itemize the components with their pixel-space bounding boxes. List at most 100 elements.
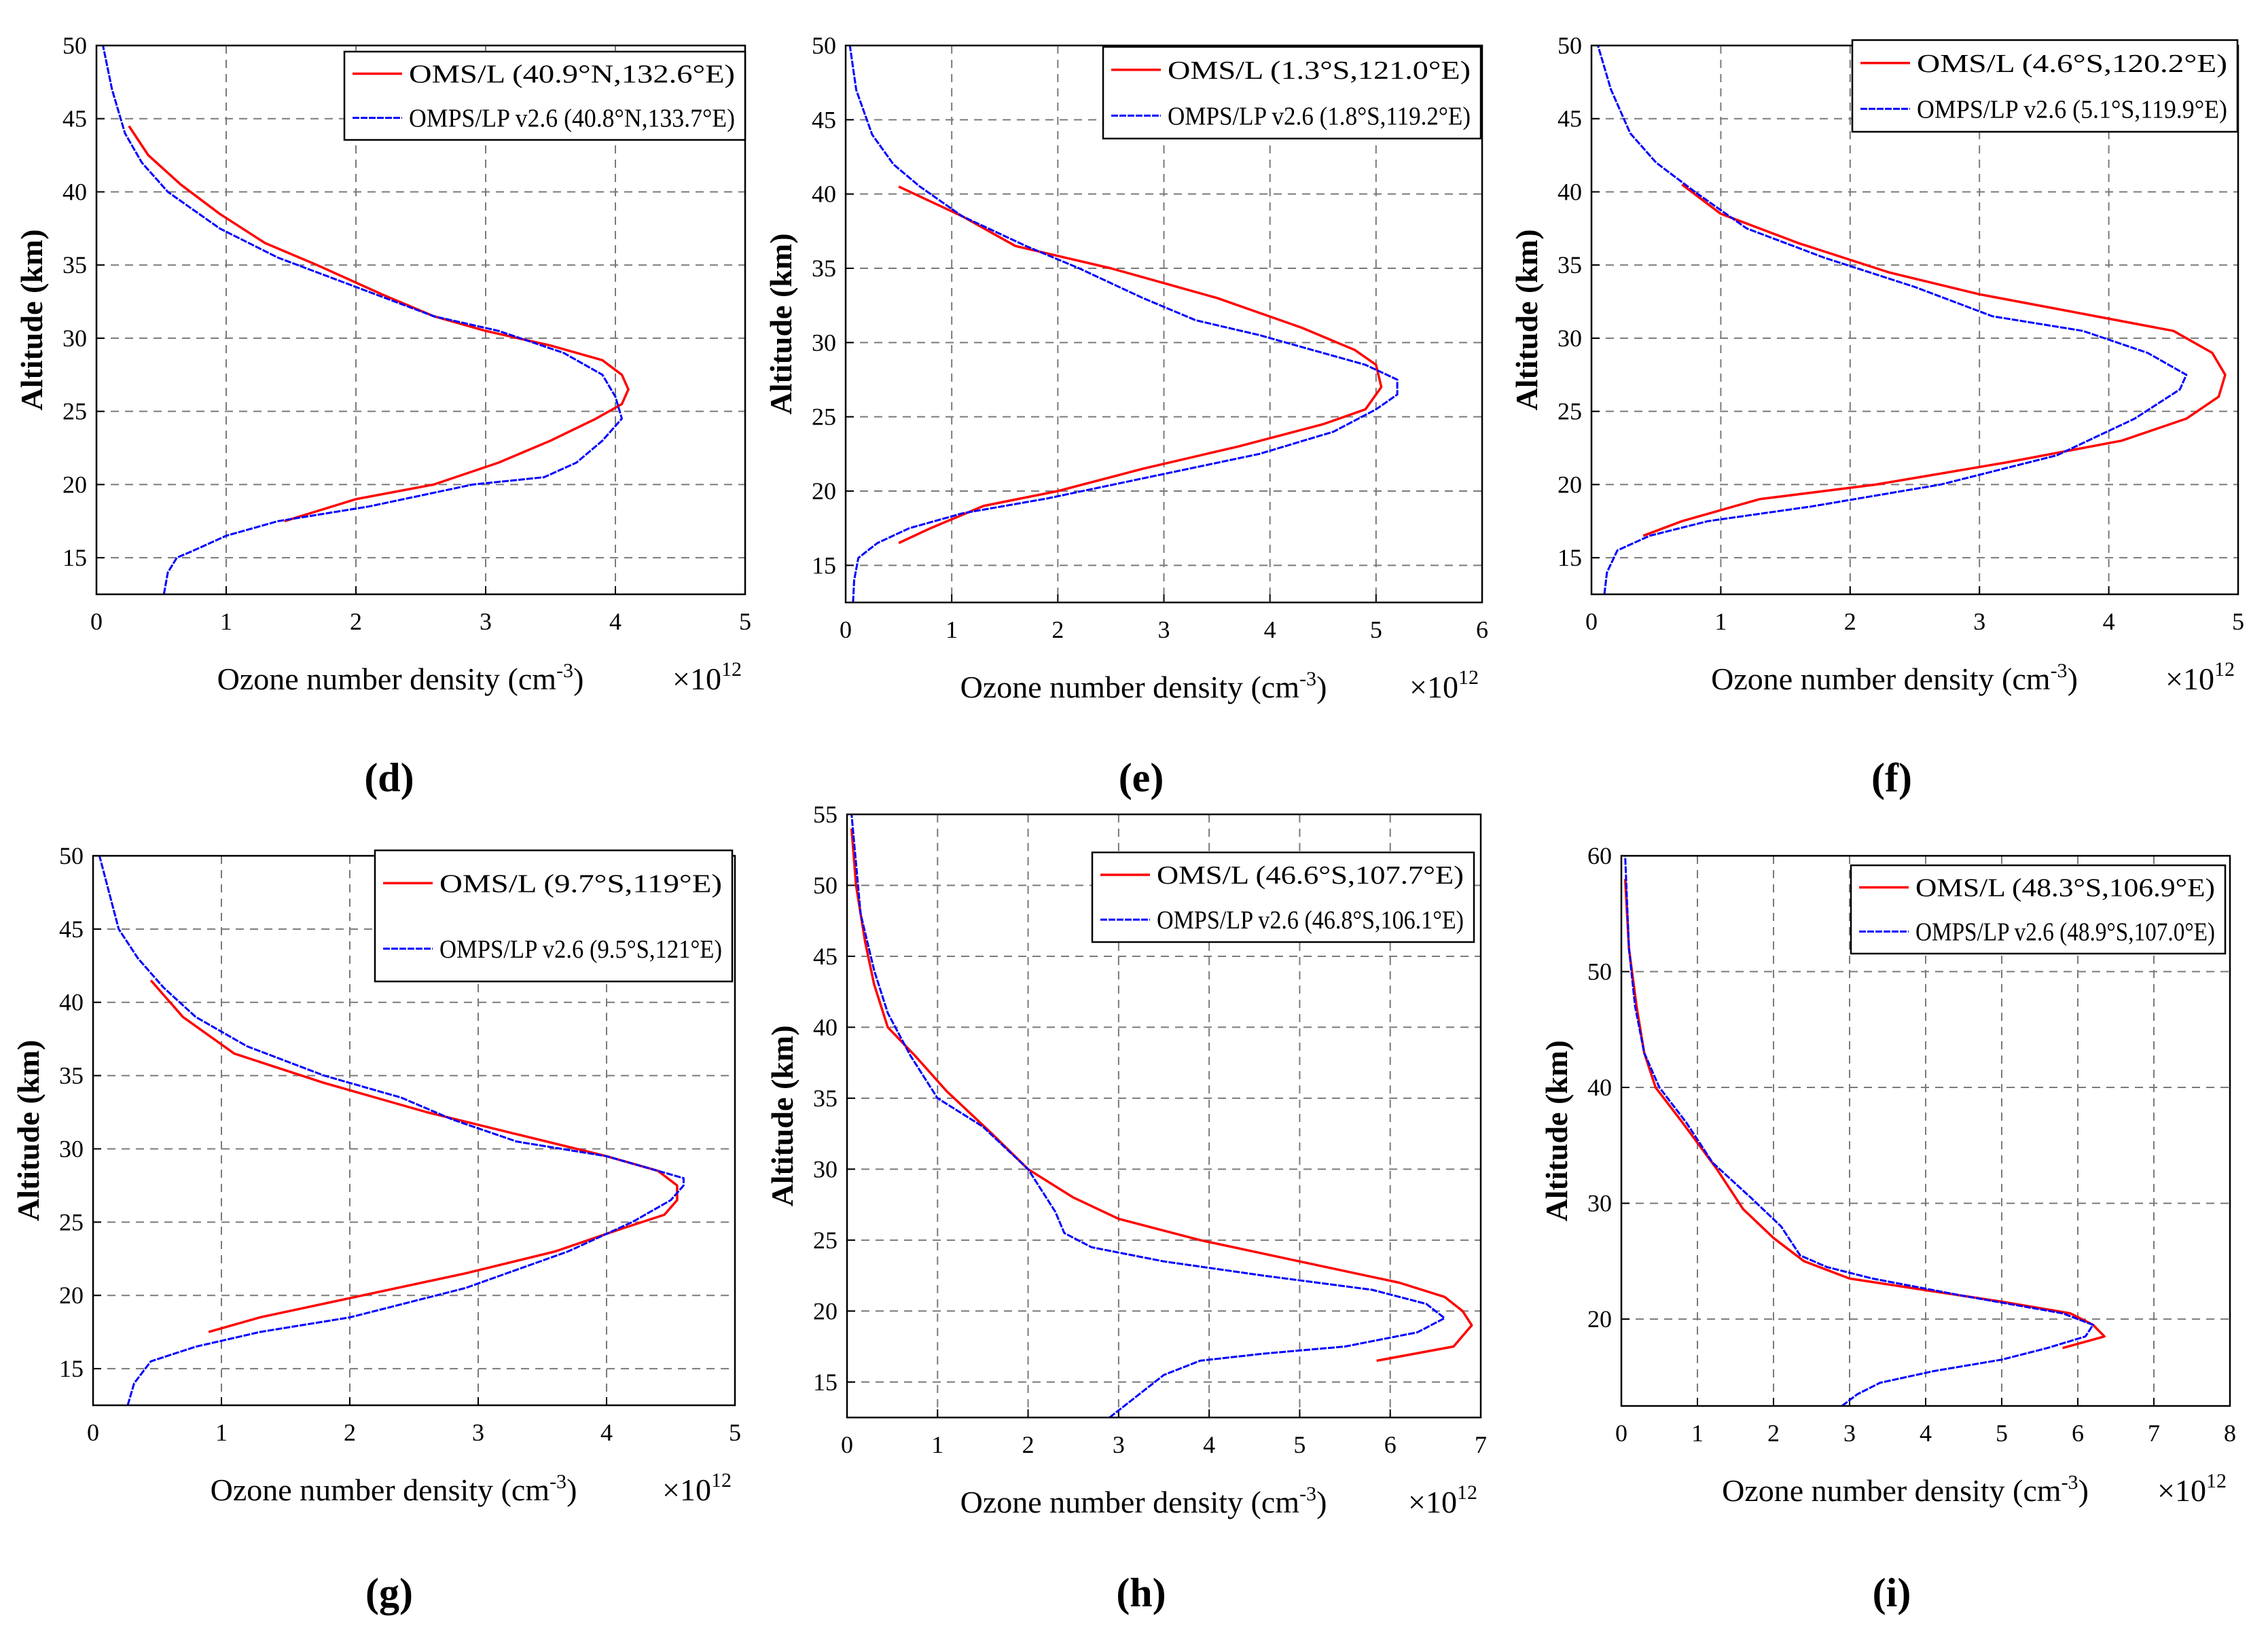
panel-e-series-omsl [898,185,1383,545]
panel-d-legend-entry: OMS/L (40.9°N,132.6°E) [409,60,735,89]
panel-f-xlabel: Ozone number density (cm-3) [1711,660,2078,696]
panel-d-legend-box [343,50,746,141]
panel-d-ytick-label: 15 [62,544,87,571]
panel-f-ytick-label: 20 [1558,471,1582,498]
panel-e-ytick-label: 45 [812,106,836,133]
panel-i-xlabel: Ozone number density (cm-3) [1722,1471,2089,1508]
panel-g-xtick-label: 1 [215,1419,228,1446]
panel-h-panel-label: (h) [1116,1570,1166,1615]
panel-i-x-exponent-base: ×10 [2157,1473,2206,1508]
panel-f-xtick-label: 4 [2103,608,2115,635]
panel-f-xtick-label: 0 [1585,608,1598,635]
panel-i-legend-entry: OMPS/LP v2.6 (48.9°S,107.0°E) [1915,918,2215,947]
panel-e-legend-entry: OMPS/LP v2.6 (1.8°S,119.2°E) [1168,102,1471,130]
panel-d-ytick-label: 45 [62,105,87,132]
panel-f-plot-area [1591,46,2238,594]
panel-g-xlabel: Ozone number density (cm-3) [211,1470,577,1507]
panel-e-axes-frame [844,44,1483,604]
panel-f-xlabel-end: ) [2068,662,2078,696]
panel-g-series-omsl [149,979,679,1333]
panel-f-xlabel-text: Ozone number density (cm [1711,662,2051,696]
panel-h-series-omsl [850,828,1473,1362]
panel-i-xtick-label: 8 [2224,1420,2236,1447]
panel-h-ytick-label: 25 [813,1227,838,1254]
panel-f-ytick-label: 30 [1558,325,1582,352]
panel-i-legend-box [1850,864,2227,955]
panel-e-x-exponent-base: ×10 [1409,670,1458,704]
panel-g-xtick-label: 5 [729,1419,741,1446]
panel-d-xtick-label: 5 [739,608,751,635]
panel-i-xlabel-sup: -3 [2062,1471,2078,1494]
panel-g-ytick-label: 20 [59,1282,84,1309]
panel-i-xtick-label: 4 [1920,1420,1932,1447]
panel-d-xtick-label: 4 [609,608,622,635]
panel-d-ylabel: Altitude (km) [14,229,49,410]
panel-g-panel-label: (g) [365,1570,413,1615]
panel-f-series-omsl [1642,183,2227,537]
panel-f-ytick-label: 50 [1558,32,1582,59]
panel-h-legend-box [1091,851,1475,943]
panel-g-xlabel-sup: -3 [550,1470,566,1493]
panel-g-xlabel-end: ) [566,1473,577,1507]
panel-h-ytick-label: 45 [813,943,838,970]
panel-h-ytick-label: 15 [813,1369,838,1396]
panel-e-ytick-label: 15 [812,552,836,579]
panel-i-ytick-label: 50 [1587,958,1612,986]
panel-h-legend-entry: OMS/L (46.6°S,107.7°E) [1157,861,1464,890]
panel-f-panel-label: (f) [1871,755,1912,800]
panel-e-legend-entry: OMS/L (1.3°S,121.0°E) [1168,56,1471,85]
panel-f-xtick-label: 3 [1973,608,1985,635]
panel-h-ytick-label: 30 [813,1155,838,1182]
panel-i-axes-frame [1620,854,2231,1407]
panel-g-ylabel: Altitude (km) [11,1040,46,1221]
panel-f-xtick-label: 2 [1844,608,1856,635]
panel-i-xtick-label: 1 [1691,1420,1704,1447]
panel-i-x-exponent: ×1012 [2157,1470,2227,1508]
panel-e-ytick-label: 50 [812,32,836,59]
panel-e-ytick-label: 20 [812,477,836,505]
panel-f-x-exponent: ×1012 [2165,658,2235,696]
panel-h-xlabel-sup: -3 [1299,1483,1316,1505]
panel-g-ytick-label: 15 [59,1355,84,1382]
panel-d-x-exponent-base: ×10 [672,662,721,696]
panel-i-ytick-label: 30 [1587,1190,1612,1217]
panel-h-xlabel: Ozone number density (cm-3) [960,1483,1327,1519]
panel-i-x-exponent-power: 12 [2206,1470,2227,1492]
panel-g-x-exponent-base: ×10 [662,1473,711,1507]
panel-i-panel-label: (i) [1873,1570,1911,1615]
panel-d-xtick-label: 2 [350,608,362,635]
panel-i-series-ompslp [1624,855,2094,1407]
panel-e-xtick-label: 2 [1051,616,1064,643]
panel-e-series-ompslp [848,45,1399,603]
panel-f-x-exponent-base: ×10 [2165,662,2214,696]
panel-d-series-omsl [128,125,630,522]
panel-g-ytick-label: 40 [59,989,84,1016]
panel-h-ylabel: Altitude (km) [765,1025,799,1206]
panel-g-x-exponent: ×1012 [662,1469,732,1507]
panel-e-xtick-label: 6 [1476,616,1488,643]
panel-e-ytick-label: 35 [812,255,836,282]
panel-e-xtick-label: 0 [840,616,852,643]
panel-g-ytick-label: 30 [59,1135,84,1162]
panel-h-xtick-label: 2 [1022,1431,1034,1458]
panel-f-ytick-label: 15 [1558,544,1582,571]
panel-g-legend-entry: OMS/L (9.7°S,119°E) [439,869,722,898]
panel-h-ytick-label: 55 [813,801,838,828]
panel-e-panel-label: (e) [1119,755,1164,800]
panel-h-axes-frame [846,813,1482,1419]
panel-e-xlabel-sup: -3 [1299,668,1316,690]
panel-h-xtick-label: 6 [1384,1431,1397,1458]
panel-g-xtick-label: 2 [344,1419,356,1446]
panel-d-ytick-label: 40 [62,178,87,205]
panel-g-ytick-label: 50 [59,842,84,869]
panel-h-ytick-label: 50 [813,871,838,899]
panel-g-legend-box [374,849,734,983]
panel-g-xlabel-text: Ozone number density (cm [211,1473,550,1507]
panel-h-xlabel-end: ) [1316,1485,1327,1519]
panel-f-legend-box [1851,39,2239,133]
